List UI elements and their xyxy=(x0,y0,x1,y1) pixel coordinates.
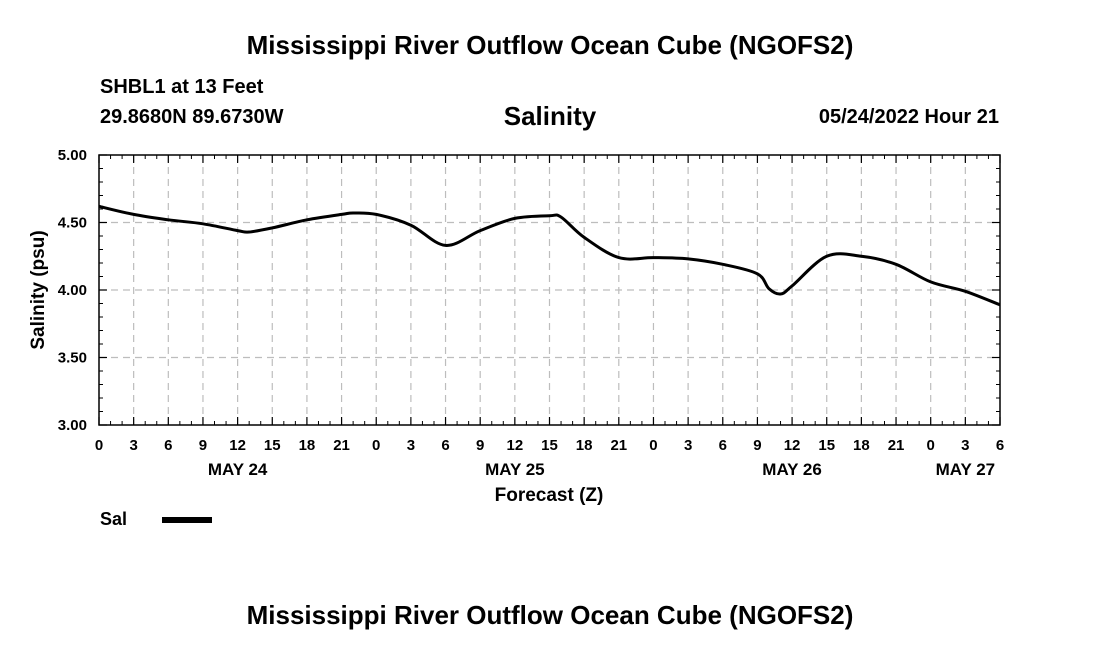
chart-main-title: Mississippi River Outflow Ocean Cube (NG… xyxy=(246,30,854,60)
x-tick-label: 15 xyxy=(264,437,281,454)
x-tick-label: 18 xyxy=(299,437,316,454)
forecast-datetime: 05/24/2022 Hour 21 xyxy=(818,106,999,128)
variable-title: Salinity xyxy=(503,101,597,131)
x-tick-label: 18 xyxy=(853,437,870,454)
date-label: MAY 25 xyxy=(485,460,545,479)
y-tick-label: 3.50 xyxy=(58,350,87,367)
x-tick-label: 0 xyxy=(372,437,380,454)
series-line-sal xyxy=(98,204,1001,307)
x-tick-label: 21 xyxy=(610,437,627,454)
x-tick-label: 3 xyxy=(684,437,692,454)
x-tick-label: 12 xyxy=(507,437,524,454)
y-tick-label: 4.50 xyxy=(58,215,87,232)
legend-label: Sal xyxy=(100,509,128,529)
x-tick-label: 12 xyxy=(784,437,801,454)
x-tick-label: 15 xyxy=(541,437,558,454)
x-tick-label: 9 xyxy=(476,437,484,454)
x-tick-label: 0 xyxy=(95,437,103,454)
y-tick-label: 3.00 xyxy=(58,417,87,434)
y-tick-label: 4.00 xyxy=(58,282,87,299)
x-tick-label: 3 xyxy=(407,437,415,454)
x-tick-label: 3 xyxy=(129,437,137,454)
x-tick-label: 21 xyxy=(333,437,350,454)
x-tick-label: 0 xyxy=(927,437,935,454)
x-tick-label: 12 xyxy=(229,437,246,454)
x-tick-label: 21 xyxy=(888,437,905,454)
plot-frame xyxy=(98,154,1001,426)
x-tick-label: 9 xyxy=(753,437,761,454)
y-axis-title: Salinity (psu) xyxy=(28,230,49,349)
station-coordinates: 29.8680N 89.6730W xyxy=(100,106,284,128)
y-tick-label: 5.00 xyxy=(58,147,87,164)
x-axis-title: Forecast (Z) xyxy=(495,485,604,506)
x-tick-label: 6 xyxy=(164,437,172,454)
axis-labels: 0 3 6 9 12 15 18 21 0 3 6 9 12 15 18 21 0 3 6 9 12 15 18 21 0 3 6 3… xyxy=(28,147,1004,506)
footer-title: Mississippi River Outflow Ocean Cube (NG… xyxy=(246,600,854,630)
legend-swatch xyxy=(162,517,212,523)
date-label: MAY 24 xyxy=(208,460,268,479)
grid-lines xyxy=(99,155,1000,425)
x-tick-label: 9 xyxy=(199,437,207,454)
x-tick-label: 18 xyxy=(576,437,593,454)
x-tick-label: 0 xyxy=(649,437,657,454)
x-tick-label: 3 xyxy=(961,437,969,454)
x-tick-label: 15 xyxy=(818,437,835,454)
series-layer xyxy=(98,204,1001,307)
x-tick-label: 6 xyxy=(719,437,727,454)
x-tick-label: 6 xyxy=(441,437,449,454)
date-label: MAY 27 xyxy=(936,460,996,479)
date-label: MAY 26 xyxy=(762,460,822,479)
x-tick-label: 6 xyxy=(996,437,1004,454)
station-label: SHBL1 at 13 Feet xyxy=(100,76,264,98)
